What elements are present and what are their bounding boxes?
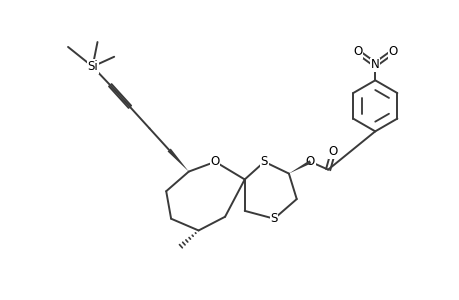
Text: Si: Si [87,60,98,73]
Polygon shape [288,160,311,174]
Text: S: S [270,212,277,225]
Text: O: O [387,45,397,58]
Text: O: O [210,155,219,168]
Text: O: O [328,146,337,158]
Text: O: O [305,155,314,168]
Polygon shape [167,148,188,172]
Text: O: O [352,45,361,58]
Text: N: N [370,58,379,71]
Text: S: S [260,155,268,168]
